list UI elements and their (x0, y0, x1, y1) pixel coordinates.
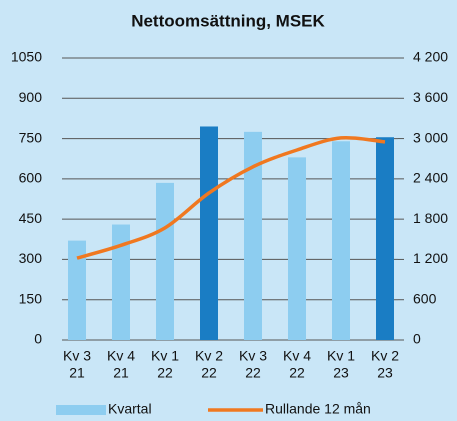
bar (156, 182, 174, 340)
bar (332, 141, 350, 340)
y-tick-label: 750 (19, 129, 43, 145)
x-tick-label: 21 (113, 365, 129, 381)
legend-swatch (56, 405, 106, 415)
bar (112, 224, 130, 340)
x-tick-label: Kv 3 (239, 348, 267, 364)
chart-title: Nettoomsättning, MSEK (131, 11, 325, 30)
legend-label: Rullande 12 mån (265, 401, 371, 417)
x-tick-label: 21 (69, 365, 85, 381)
y2-tick-label: 1 200 (413, 250, 448, 266)
y-tick-label: 450 (19, 210, 43, 226)
bar (200, 126, 218, 340)
x-tick-label: Kv 1 (327, 348, 355, 364)
x-tick-label: Kv 2 (195, 348, 223, 364)
bar (244, 131, 262, 340)
bar (288, 157, 306, 340)
x-tick-label: 23 (377, 365, 393, 381)
y2-tick-label: 1 800 (413, 210, 448, 226)
x-tick-label: Kv 4 (107, 348, 135, 364)
x-tick-label: 22 (245, 365, 261, 381)
y-tick-label: 0 (34, 331, 42, 347)
bar (68, 240, 86, 340)
bar (376, 137, 394, 340)
x-tick-label: 22 (157, 365, 173, 381)
legend-label: Kvartal (108, 401, 152, 417)
y2-tick-label: 4 200 (413, 49, 448, 65)
x-tick-label: Kv 3 (63, 348, 91, 364)
y-tick-label: 1050 (11, 49, 42, 65)
y-tick-label: 600 (19, 170, 43, 186)
x-tick-label: Kv 2 (371, 348, 399, 364)
y-tick-label: 300 (19, 250, 43, 266)
y2-tick-label: 2 400 (413, 170, 448, 186)
y2-tick-label: 3 000 (413, 129, 448, 145)
x-tick-label: Kv 4 (283, 348, 311, 364)
y2-tick-label: 0 (413, 331, 421, 347)
x-tick-label: Kv 1 (151, 348, 179, 364)
line (76, 135, 386, 260)
y2-tick-label: 3 600 (413, 89, 448, 105)
x-tick-label: 22 (289, 365, 305, 381)
y-tick-label: 150 (19, 290, 43, 306)
y-tick-label: 900 (19, 89, 43, 105)
x-tick-label: 22 (201, 365, 217, 381)
y2-tick-label: 600 (413, 290, 437, 306)
x-tick-label: 23 (333, 365, 349, 381)
